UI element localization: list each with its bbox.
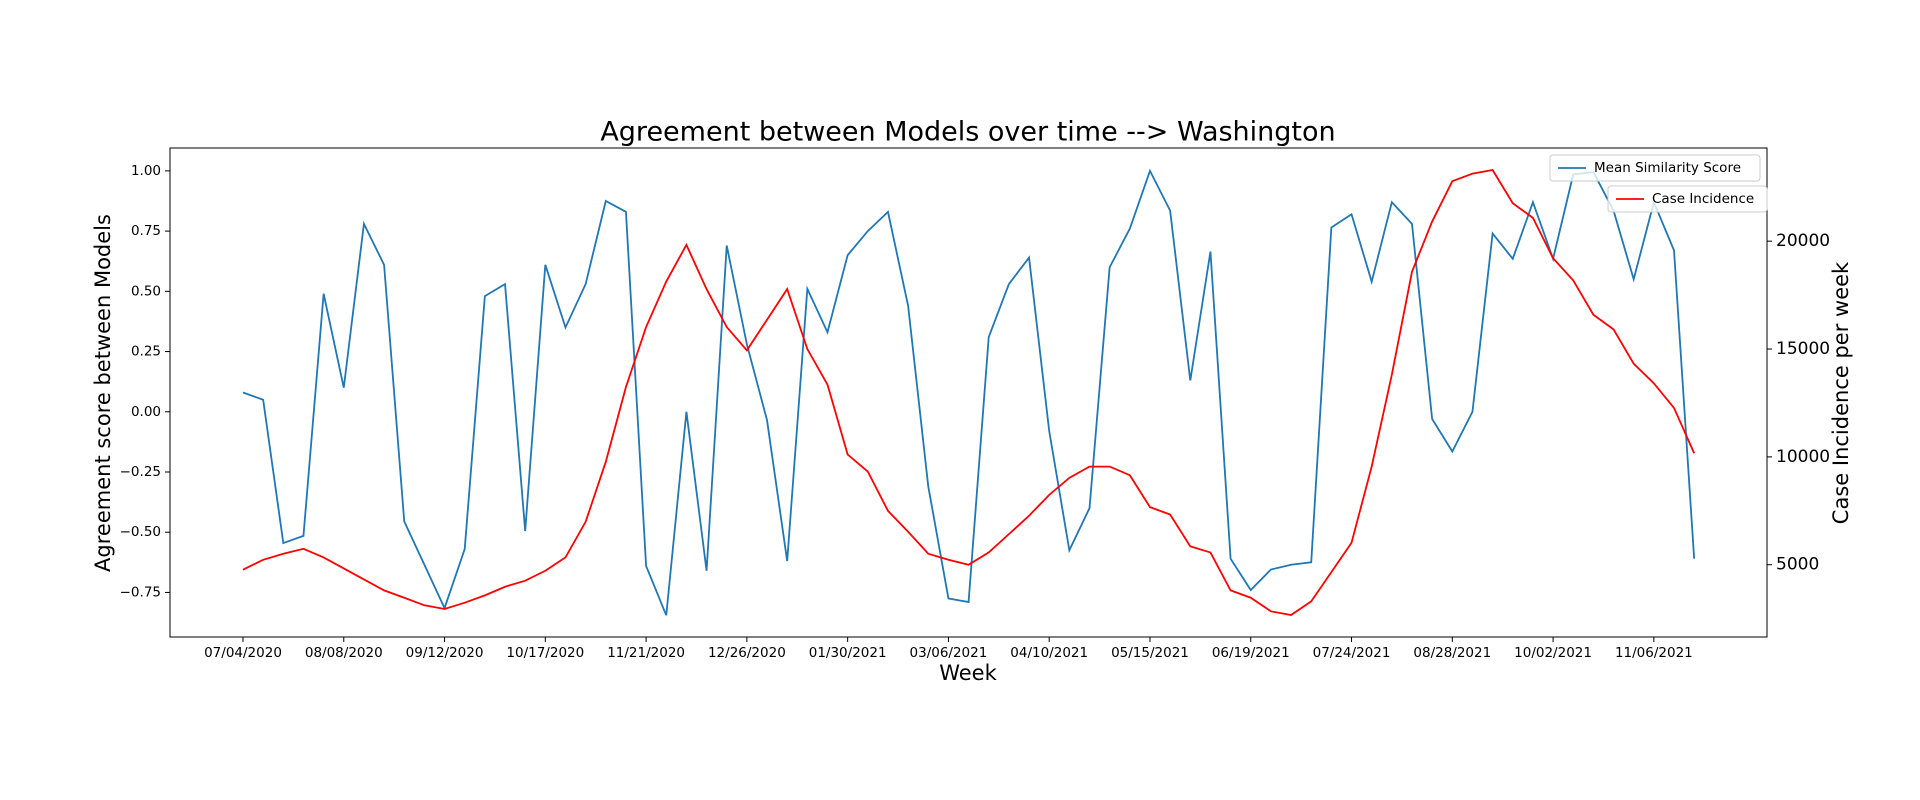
x-tick-label: 08/28/2021 [1413,645,1491,661]
x-tick-label: 12/26/2020 [708,645,786,661]
x-tick-label: 03/06/2021 [910,645,988,661]
x-tick-label: 07/24/2021 [1313,645,1391,661]
x-tick-label: 07/04/2020 [204,645,282,661]
y-tick-label: 1.00 [131,163,161,179]
x-tick-label: 01/30/2021 [809,645,887,661]
y2-axis-label: Case Incidence per week [1829,261,1853,524]
y2-tick-label: 15000 [1776,339,1830,359]
x-tick-label: 10/17/2020 [506,645,584,661]
legend-label: Mean Similarity Score [1594,160,1741,176]
legend-label: Case Incidence [1652,191,1754,207]
y-tick-label: −0.50 [120,524,161,540]
x-tick-label: 04/10/2021 [1010,645,1088,661]
y2-tick-label: 20000 [1776,231,1830,251]
legend-box [1607,185,1768,213]
plot-frame [169,147,1768,638]
y-axis-label: Agreement score between Models [91,214,115,572]
x-tick-label: 09/12/2020 [406,645,484,661]
y2-tick-label: 5000 [1776,555,1819,575]
series-line [242,169,1695,616]
series-line [242,168,1696,616]
legend-box [1549,154,1761,182]
y-tick-label: 0.75 [131,223,161,239]
x-tick-label: 11/06/2021 [1615,645,1693,661]
y-tick-label: 0.00 [131,404,161,420]
x-tick-label: 06/19/2021 [1212,645,1290,661]
y-tick-label: −0.25 [120,464,161,480]
y2-tick-label: 10000 [1776,447,1830,467]
x-tick-label: 10/02/2021 [1514,645,1592,661]
y-tick-label: 0.25 [131,344,161,360]
x-tick-label: 11/21/2020 [607,645,685,661]
y-tick-label: −0.75 [120,584,161,600]
x-axis-label: Week [939,661,997,685]
x-tick-label: 05/15/2021 [1111,645,1189,661]
y-tick-label: 0.50 [131,283,161,299]
x-tick-label: 08/08/2020 [305,645,383,661]
chart-title: Agreement between Models over time --> W… [600,117,1335,148]
